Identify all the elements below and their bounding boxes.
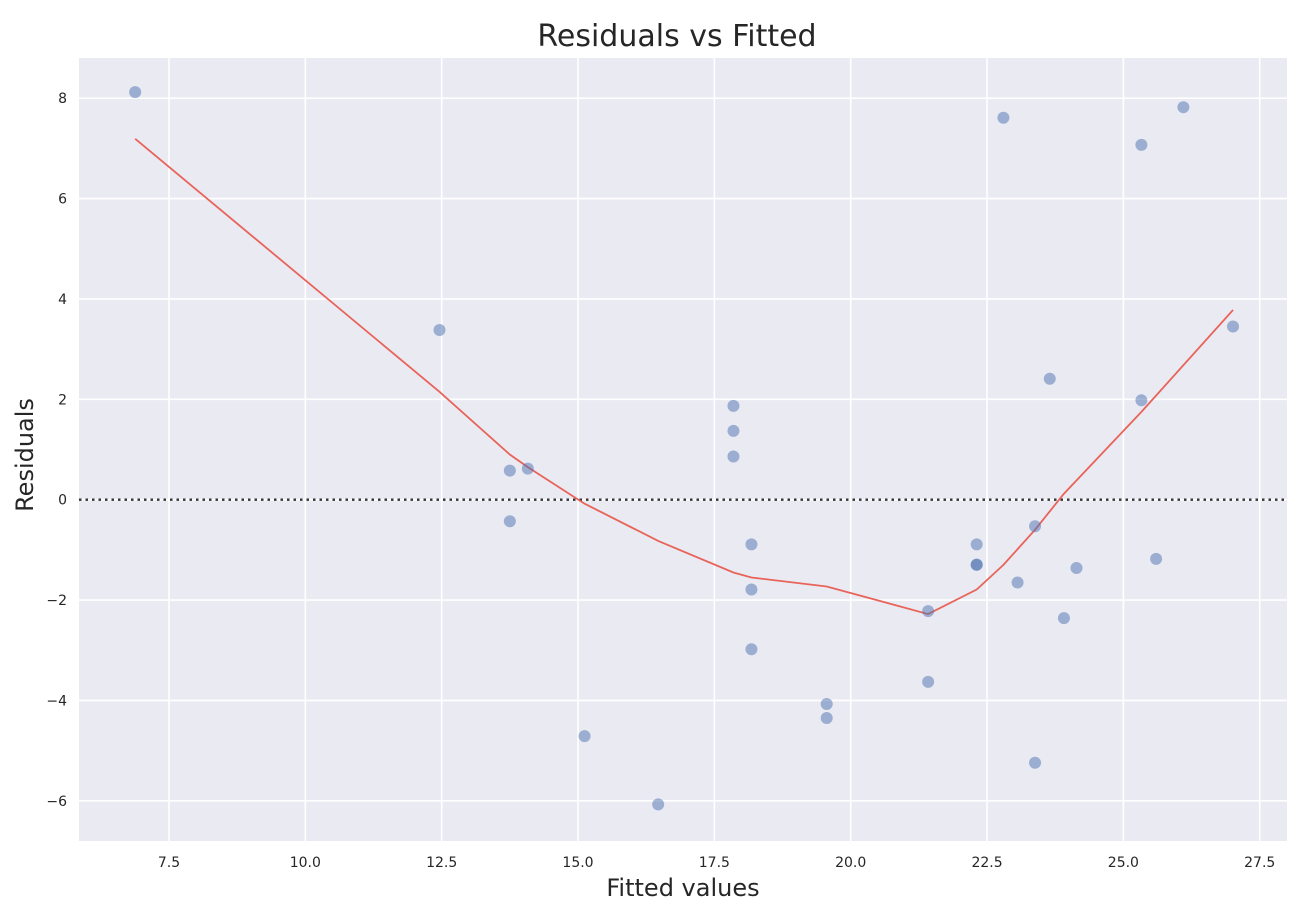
x-tick-label: 22.5 [971,855,1002,871]
chart-title: Residuals vs Fitted [537,19,816,54]
x-tick-label: 25.0 [1108,855,1139,871]
data-point [1135,394,1148,407]
smooth-line-group [134,138,1234,616]
y-tick-label: −4 [46,693,67,709]
data-point [503,515,516,528]
x-tick-label: 12.5 [426,855,457,871]
y-tick-label: −6 [46,794,67,810]
data-point [578,730,591,743]
data-point [1070,561,1083,574]
scatter-points [129,86,1240,811]
data-point [820,712,833,725]
x-tick-label: 7.5 [158,855,180,871]
data-point [727,399,740,412]
data-point [1150,552,1163,565]
data-point [1043,372,1056,385]
data-point [745,538,758,551]
data-point [745,583,758,596]
plot-area [79,58,1287,841]
data-point [922,605,935,618]
data-point [521,462,534,475]
data-point [820,697,833,710]
x-tick-label: 10.0 [290,855,321,871]
y-tick-label: 2 [58,392,67,408]
data-point [727,450,740,463]
x-tick-label: 27.5 [1244,855,1275,871]
data-point [1177,101,1190,114]
x-tick-label: 15.0 [562,855,593,871]
data-point [503,464,516,477]
data-point [997,111,1010,124]
y-axis-label: Residuals [11,398,39,512]
x-tick-label: 17.5 [699,855,730,871]
data-point [1227,320,1240,333]
data-point [1029,520,1042,533]
y-tick-label: −2 [46,593,67,609]
data-point [1135,138,1148,151]
y-tick-label: 0 [58,493,67,509]
data-point [1029,756,1042,769]
y-tick-label: 6 [58,192,67,208]
data-point [970,558,983,571]
x-tick-label: 20.0 [835,855,866,871]
x-axis-label: Fitted values [606,874,759,902]
data-point [922,675,935,688]
grid-lines [79,58,1287,841]
data-point [652,798,665,811]
data-point [727,424,740,437]
data-point [1057,612,1070,625]
data-point [970,538,983,551]
data-point [745,643,758,656]
data-point [433,324,446,337]
lowess-smooth-line [134,138,1234,616]
data-point [1011,576,1024,589]
y-tick-label: 4 [58,292,67,308]
y-tick-labels: −6 −4 −2 0 2 4 6 8 [46,91,67,810]
y-tick-label: 8 [58,91,67,107]
data-point [129,86,142,99]
x-tick-labels: 7.5 10.0 12.5 15.0 17.5 20.0 22.5 25.0 27.5 [158,855,1275,871]
